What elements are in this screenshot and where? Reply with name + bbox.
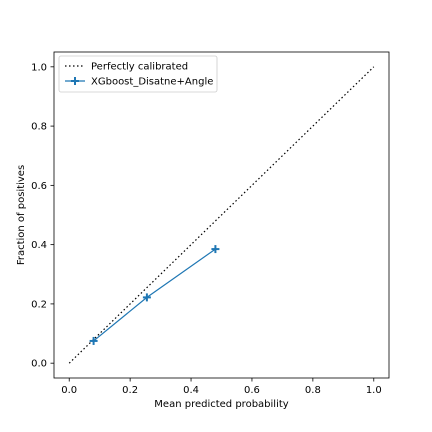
x-tick-label: 0.2 <box>122 385 138 396</box>
axes-frame <box>53 51 390 379</box>
data-point <box>89 336 98 345</box>
plot-area <box>68 66 375 364</box>
legend: Perfectly calibrated XGboost_Disatne+Angl… <box>58 55 218 93</box>
x-axis: 0.0 0.2 0.4 0.6 0.8 1.0 <box>61 378 382 396</box>
x-tick-label: 0.0 <box>61 385 77 396</box>
y-tick-label: 0.8 <box>31 122 47 133</box>
data-point <box>211 245 220 254</box>
y-tick-label: 0.0 <box>31 359 47 370</box>
y-tick-label: 1.0 <box>31 62 47 73</box>
y-tick-label: 0.6 <box>31 181 47 192</box>
y-tick-label: 0.4 <box>31 240 47 251</box>
y-tick-label: 0.2 <box>31 299 47 310</box>
y-axis-title: Fraction of positives <box>16 165 27 265</box>
legend-marker-1 <box>71 77 79 85</box>
data-point <box>142 293 151 302</box>
x-tick-label: 0.6 <box>244 385 260 396</box>
x-tick-label: 0.8 <box>305 385 321 396</box>
legend-box <box>58 55 218 93</box>
x-tick-label: 0.4 <box>183 385 199 396</box>
y-axis: 0.0 0.2 0.4 0.6 0.8 1.0 <box>31 62 54 370</box>
series-line-0 <box>68 66 375 364</box>
legend-label-1: XGboost_Disatne+Angle <box>91 77 213 88</box>
legend-label-0: Perfectly calibrated <box>91 62 188 73</box>
x-tick-label: 1.0 <box>366 385 382 396</box>
x-axis-title: Mean predicted probability <box>154 399 288 410</box>
